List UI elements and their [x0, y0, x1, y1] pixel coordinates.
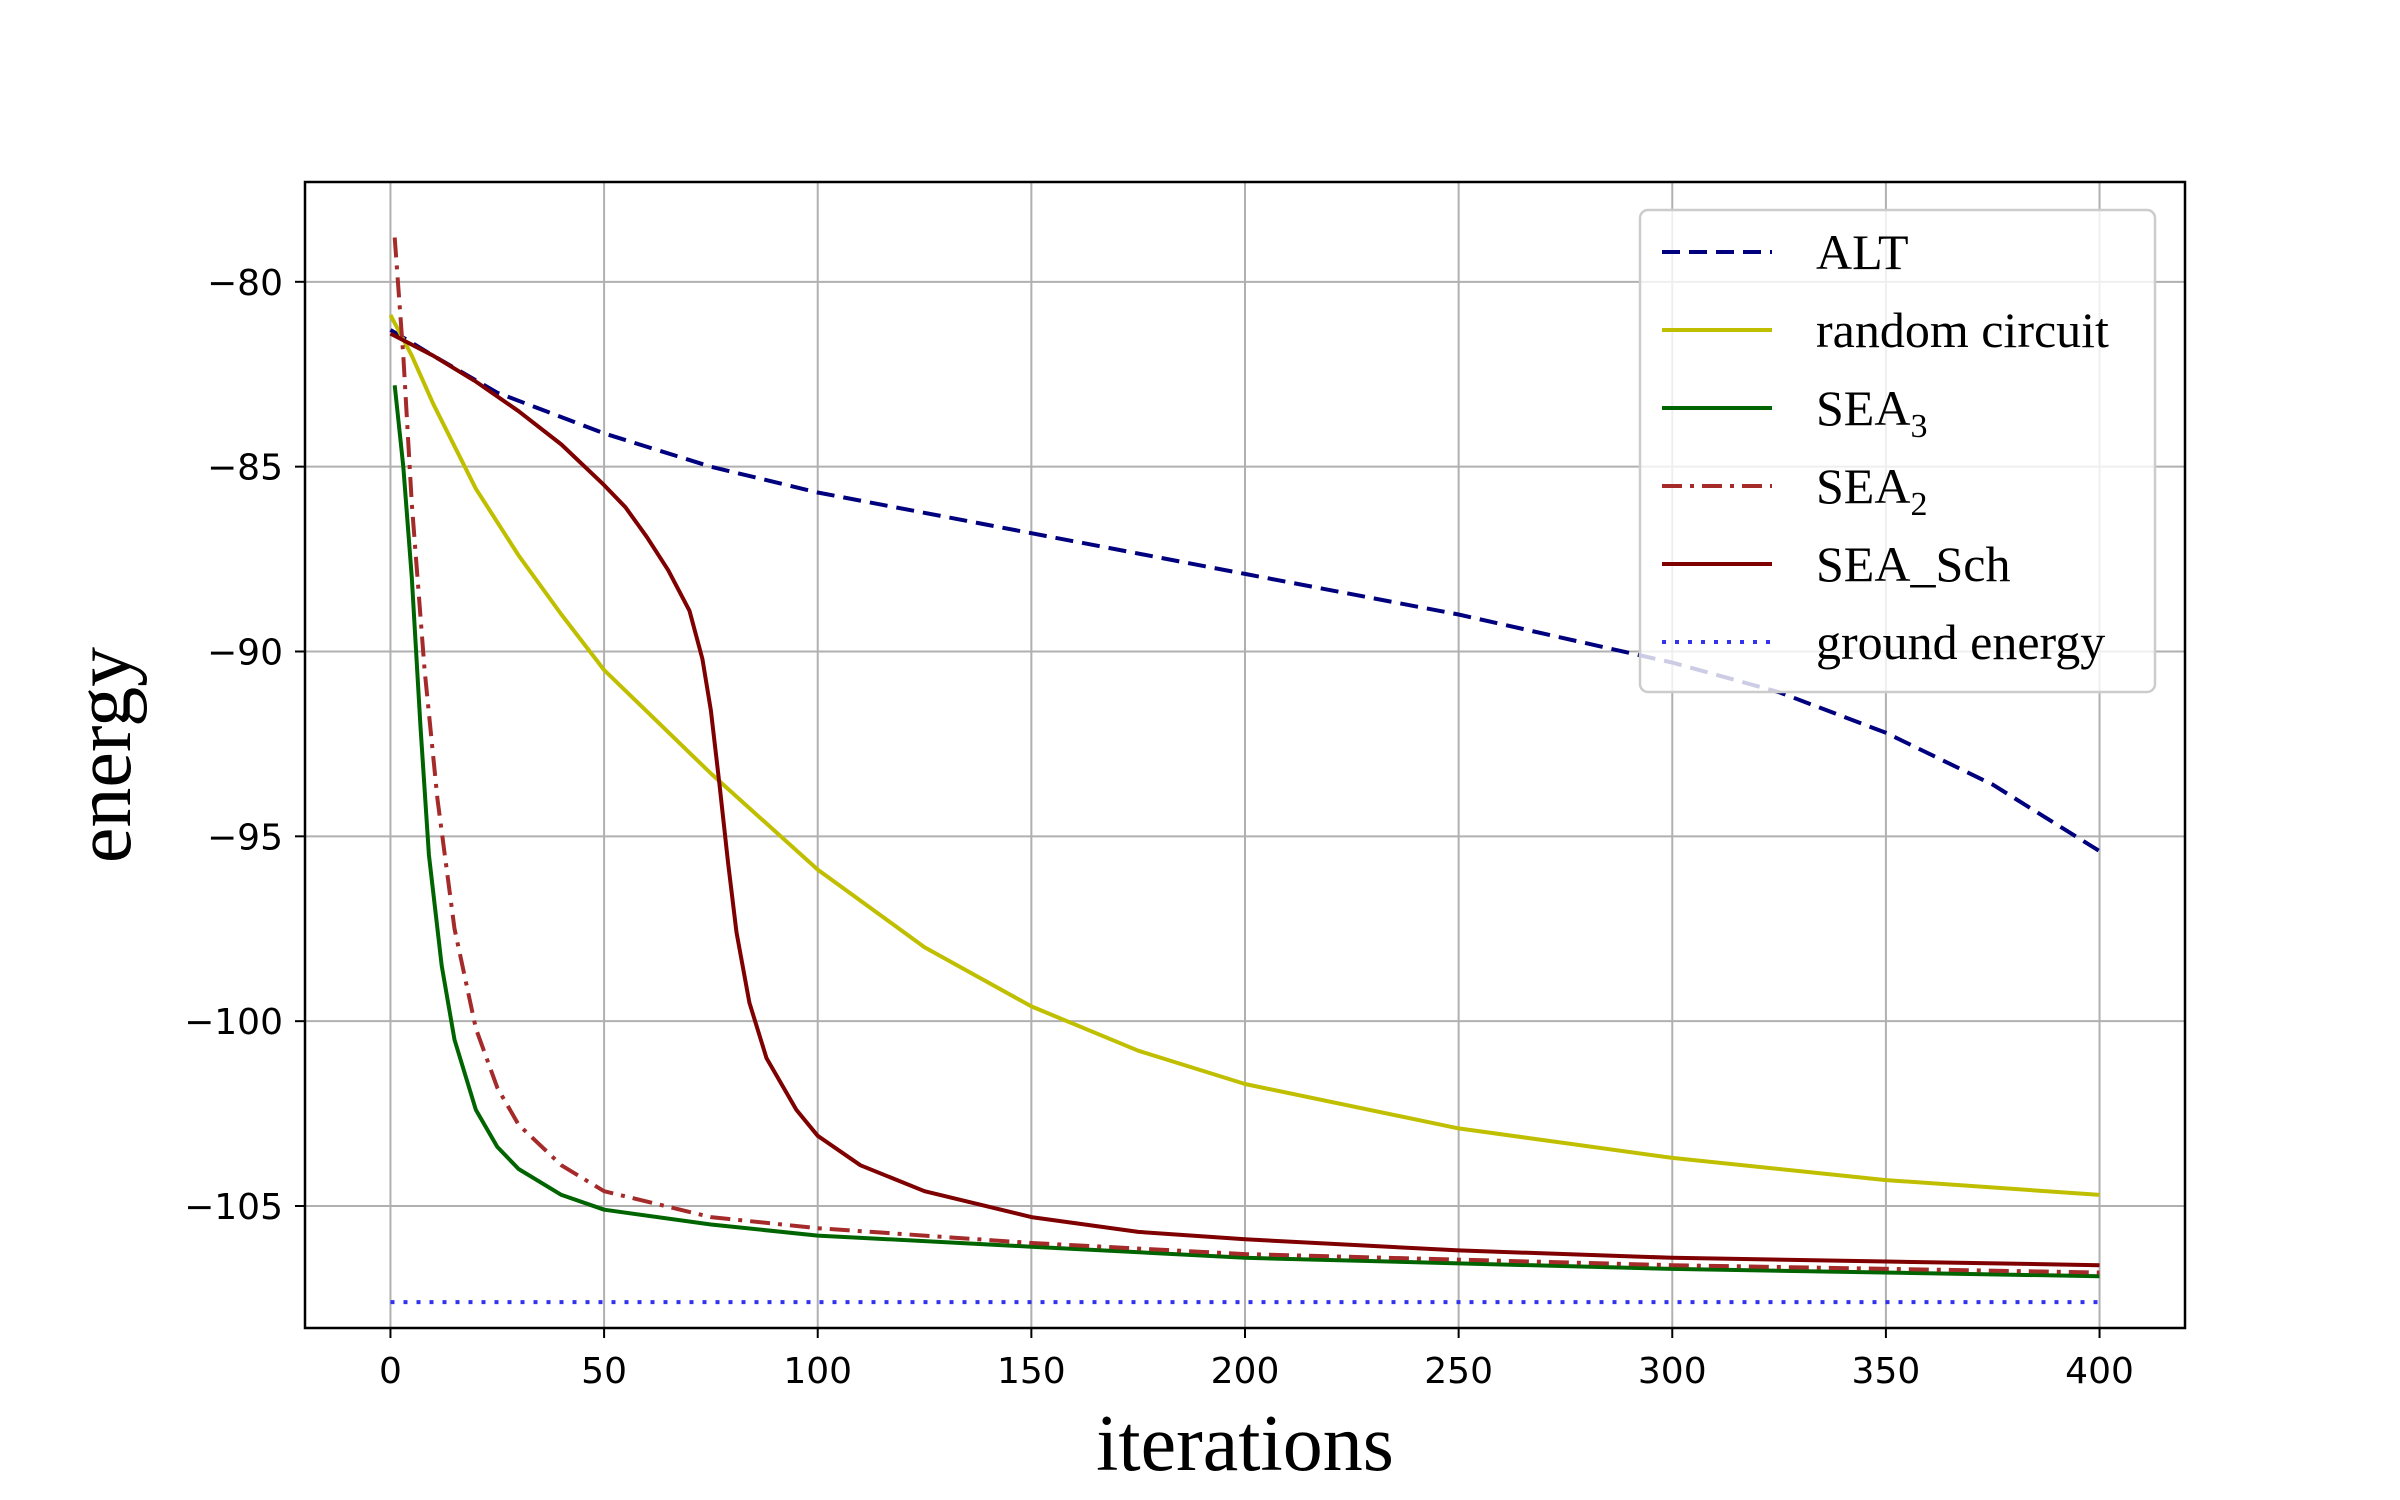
y-tick-label: −95: [207, 817, 283, 858]
x-tick-label: 350: [1852, 1351, 1921, 1392]
x-axis-title: iterations: [1096, 1400, 1394, 1488]
series-line-3: [392, 237, 2100, 1275]
series-line-0: [389, 328, 2101, 853]
x-tick-label: 50: [581, 1351, 627, 1392]
legend-label: SEA2: [1816, 458, 1927, 523]
legend-label: ALT: [1816, 224, 1909, 280]
axis-ticks: 0 50 100 150 200 250 300 350 400 −80 −85 −90 −95 −100…: [184, 263, 2134, 1392]
x-tick-label: 200: [1211, 1351, 1280, 1392]
y-tick-label: −100: [184, 1002, 283, 1043]
x-tick-label: 150: [997, 1351, 1066, 1392]
legend-label: SEA_Sch: [1816, 536, 2010, 592]
legend-label: SEA3: [1816, 380, 1927, 445]
series-lines: [388, 237, 2101, 1305]
legend-label: ground energy: [1816, 614, 2105, 670]
x-tick-label: 300: [1638, 1351, 1707, 1392]
y-tick-label: −90: [207, 632, 283, 673]
legend-label: random circuit: [1816, 302, 2109, 358]
y-tick-label: −85: [207, 448, 283, 489]
x-tick-label: 250: [1424, 1351, 1493, 1392]
x-tick-label: 100: [783, 1351, 852, 1392]
series-line-4: [389, 331, 2100, 1268]
y-tick-label: −80: [207, 263, 283, 304]
x-tick-label: 0: [379, 1351, 402, 1392]
y-axis-title: energy: [60, 647, 148, 863]
x-tick-label: 400: [2065, 1351, 2134, 1392]
series-line-2: [392, 385, 2100, 1279]
series-line-1: [388, 314, 2100, 1197]
y-tick-label: −105: [184, 1187, 283, 1228]
